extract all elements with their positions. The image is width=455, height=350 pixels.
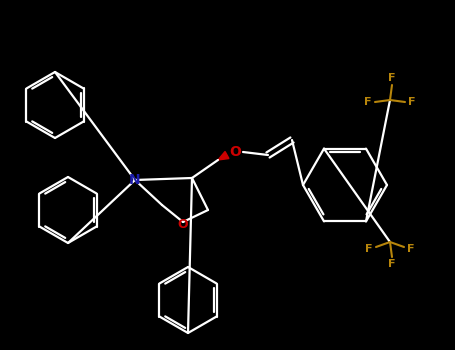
Text: F: F xyxy=(388,73,396,83)
Text: O: O xyxy=(178,217,188,231)
Text: O: O xyxy=(229,145,241,159)
Text: F: F xyxy=(388,259,396,269)
Text: F: F xyxy=(365,244,373,254)
Text: F: F xyxy=(364,97,372,107)
Text: F: F xyxy=(408,97,416,107)
Polygon shape xyxy=(218,152,229,160)
Text: N: N xyxy=(129,173,141,187)
Text: F: F xyxy=(407,244,415,254)
